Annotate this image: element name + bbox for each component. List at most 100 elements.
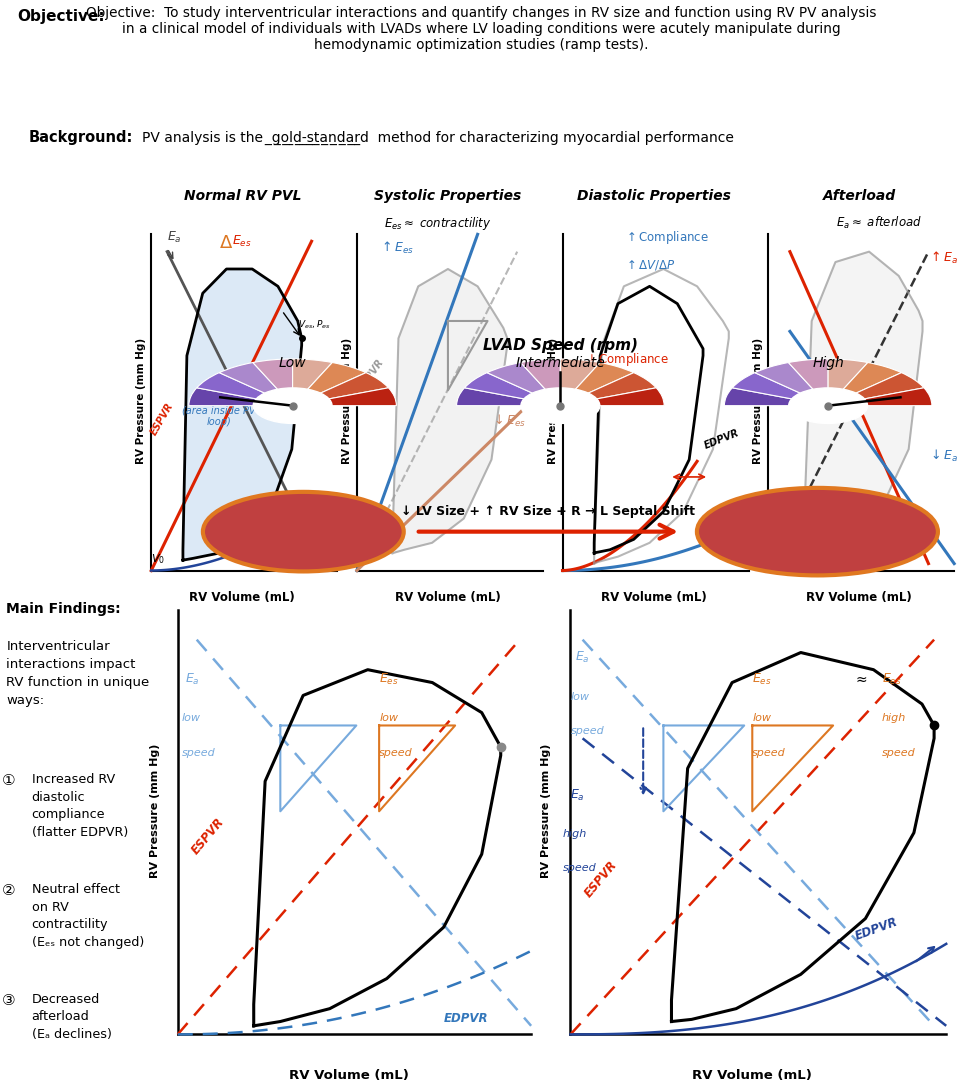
Wedge shape bbox=[559, 372, 655, 406]
Text: RV Pressure (mm Hg): RV Pressure (mm Hg) bbox=[150, 744, 160, 879]
Text: speed: speed bbox=[182, 748, 215, 757]
Wedge shape bbox=[456, 387, 559, 406]
Text: RV Volume (mL): RV Volume (mL) bbox=[395, 591, 501, 604]
Text: $\downarrow E_a$: $\downarrow E_a$ bbox=[927, 448, 957, 463]
Wedge shape bbox=[292, 362, 365, 406]
Text: low: low bbox=[182, 713, 200, 724]
Text: Neutral effect
on RV
contractility
(Eₑₛ not changed): Neutral effect on RV contractility (Eₑₛ … bbox=[32, 883, 144, 948]
Text: $E_{es}$: $E_{es}$ bbox=[379, 672, 399, 687]
Text: Low: Low bbox=[279, 356, 307, 370]
Text: high: high bbox=[562, 829, 586, 839]
Wedge shape bbox=[724, 387, 827, 406]
Wedge shape bbox=[464, 372, 559, 406]
Text: ESPVR: ESPVR bbox=[582, 858, 620, 901]
Text: RV Volume (mL): RV Volume (mL) bbox=[692, 1069, 811, 1082]
Circle shape bbox=[521, 388, 599, 423]
Text: $E_{es}$: $E_{es}$ bbox=[752, 672, 771, 687]
Text: Interventricular
interactions impact
RV function in unique
ways:: Interventricular interactions impact RV … bbox=[7, 640, 150, 706]
Text: $\uparrow E_a$: $\uparrow E_a$ bbox=[927, 250, 957, 266]
Text: RV Pressure (mm Hg): RV Pressure (mm Hg) bbox=[341, 337, 352, 463]
Text: RV Volume (mL): RV Volume (mL) bbox=[288, 1069, 408, 1082]
Text: High: High bbox=[811, 356, 843, 370]
Text: $\uparrow E_{es}$: $\uparrow E_{es}$ bbox=[379, 240, 413, 256]
Wedge shape bbox=[754, 362, 827, 406]
Text: $E_a$: $E_a$ bbox=[167, 230, 182, 245]
Wedge shape bbox=[486, 362, 559, 406]
Ellipse shape bbox=[696, 488, 937, 575]
Text: ESPVR: ESPVR bbox=[149, 401, 176, 437]
Text: $\approx$: $\approx$ bbox=[852, 672, 867, 686]
Text: $\downarrow\Delta V/\Delta P$: $\downarrow\Delta V/\Delta P$ bbox=[583, 380, 635, 394]
Text: $E_{es}$: $E_{es}$ bbox=[233, 234, 252, 250]
Text: Stroke
Work
(area inside PV
loop): Stroke Work (area inside PV loop) bbox=[182, 382, 255, 427]
Wedge shape bbox=[188, 387, 292, 406]
Text: EDPVR: EDPVR bbox=[852, 916, 899, 943]
Text: EDPVR: EDPVR bbox=[443, 1011, 488, 1024]
Wedge shape bbox=[827, 387, 931, 406]
Text: $\Delta$: $\Delta$ bbox=[218, 234, 233, 253]
Text: LVAD Speed (rpm): LVAD Speed (rpm) bbox=[482, 337, 637, 353]
Text: ③: ③ bbox=[2, 993, 15, 1008]
Wedge shape bbox=[731, 372, 827, 406]
Text: RV Pressure (mm Hg): RV Pressure (mm Hg) bbox=[547, 337, 557, 463]
Text: Increased RV
diastolic
compliance
(flatter EDPVR): Increased RV diastolic compliance (flatt… bbox=[32, 774, 128, 839]
Wedge shape bbox=[520, 359, 559, 406]
Ellipse shape bbox=[203, 492, 404, 572]
Wedge shape bbox=[292, 359, 332, 406]
Polygon shape bbox=[392, 269, 506, 553]
Text: ②: ② bbox=[2, 883, 15, 898]
Text: Objective:  To study interventricular interactions and quantify changes in RV si: Objective: To study interventricular int… bbox=[86, 5, 875, 52]
Text: EDPVR: EDPVR bbox=[702, 429, 740, 451]
Text: speed: speed bbox=[570, 726, 604, 736]
Text: Diastolic Properties: Diastolic Properties bbox=[576, 190, 729, 203]
Text: RV Pressure (mm Hg): RV Pressure (mm Hg) bbox=[136, 337, 146, 463]
Wedge shape bbox=[827, 372, 923, 406]
Text: RV Volume (mL): RV Volume (mL) bbox=[805, 591, 911, 604]
Text: Background:: Background: bbox=[29, 130, 133, 145]
Text: $\uparrow$Compliance: $\uparrow$Compliance bbox=[624, 229, 708, 246]
Text: $V_{es}, P_{es}$: $V_{es}, P_{es}$ bbox=[297, 319, 330, 331]
Text: low: low bbox=[379, 713, 398, 724]
Text: $\uparrow\Delta V/\Delta P$: $\uparrow\Delta V/\Delta P$ bbox=[624, 258, 675, 272]
Text: Decreased
afterload
(Eₐ declines): Decreased afterload (Eₐ declines) bbox=[32, 993, 111, 1041]
Text: $\downarrow E_{es}$: $\downarrow E_{es}$ bbox=[491, 413, 526, 429]
Text: ①: ① bbox=[2, 774, 15, 789]
Text: Normal RV PVL: Normal RV PVL bbox=[184, 190, 301, 203]
Polygon shape bbox=[803, 252, 922, 546]
Circle shape bbox=[253, 388, 332, 423]
Text: speed: speed bbox=[752, 748, 785, 757]
Wedge shape bbox=[197, 372, 292, 406]
Text: Objective:: Objective: bbox=[17, 9, 105, 24]
Wedge shape bbox=[559, 387, 663, 406]
Text: EDPVR: EDPVR bbox=[297, 510, 335, 531]
Text: low: low bbox=[570, 692, 589, 702]
Text: $E_{es}$: $E_{es}$ bbox=[880, 672, 900, 687]
Text: $E_a$: $E_a$ bbox=[185, 672, 200, 687]
Text: $E_a \approx$ afterload: $E_a \approx$ afterload bbox=[835, 216, 921, 231]
Wedge shape bbox=[219, 362, 292, 406]
Wedge shape bbox=[253, 359, 292, 406]
Text: $\downarrow$Compliance: $\downarrow$Compliance bbox=[583, 350, 669, 368]
Wedge shape bbox=[292, 387, 396, 406]
Text: high: high bbox=[880, 713, 905, 724]
Wedge shape bbox=[827, 359, 867, 406]
Text: RV Volume (mL): RV Volume (mL) bbox=[189, 591, 295, 604]
Text: ESPVR: ESPVR bbox=[357, 357, 385, 393]
Wedge shape bbox=[559, 362, 633, 406]
Text: speed: speed bbox=[880, 748, 914, 757]
Text: $V_0$: $V_0$ bbox=[151, 552, 165, 565]
Text: RV Pressure (mm Hg): RV Pressure (mm Hg) bbox=[752, 337, 762, 463]
Text: low: low bbox=[752, 713, 771, 724]
Polygon shape bbox=[183, 269, 302, 560]
Text: RV Volume (mL): RV Volume (mL) bbox=[600, 591, 705, 604]
Text: Main Findings:: Main Findings: bbox=[7, 601, 121, 615]
Wedge shape bbox=[292, 372, 388, 406]
Text: PV analysis is the  ̲g̲o̲l̲d̲-̲s̲t̲a̲n̲d̲a̲r̲d  method for characterizing myocar: PV analysis is the ̲g̲o̲l̲d̲-̲s̲t̲a̲n̲d̲… bbox=[142, 130, 733, 144]
Text: speed: speed bbox=[379, 748, 412, 757]
Text: Afterload: Afterload bbox=[822, 190, 895, 203]
Wedge shape bbox=[788, 359, 827, 406]
Text: ESPVR: ESPVR bbox=[189, 816, 227, 857]
Text: Intermediate: Intermediate bbox=[515, 356, 604, 370]
Text: $E_a$: $E_a$ bbox=[574, 650, 588, 665]
Text: RV Pressure (mm Hg): RV Pressure (mm Hg) bbox=[541, 744, 551, 879]
